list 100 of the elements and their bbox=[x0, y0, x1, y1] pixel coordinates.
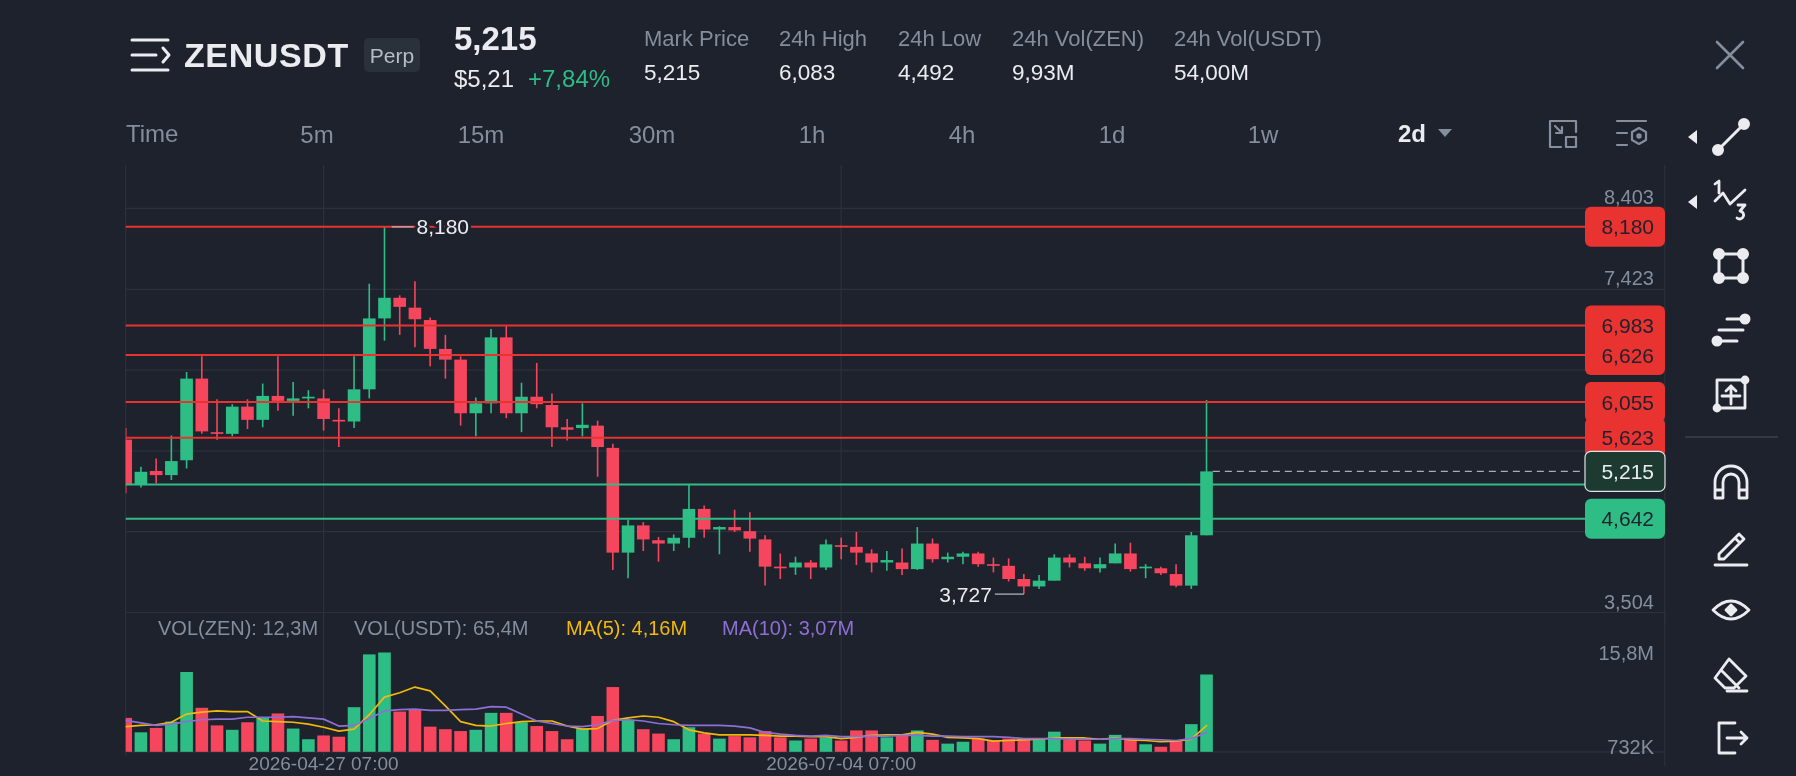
bar bbox=[332, 736, 346, 752]
ref-line-label: 4,642 bbox=[1601, 507, 1654, 531]
bar bbox=[408, 709, 422, 752]
bar bbox=[256, 717, 270, 752]
text: 24h High bbox=[779, 25, 868, 51]
x-tick-label: 2026-04-27 07:00 bbox=[248, 752, 399, 774]
annotation: 3,727 bbox=[939, 582, 992, 606]
bar bbox=[149, 727, 163, 752]
bar bbox=[423, 726, 437, 752]
text: 9,93M bbox=[1012, 59, 1075, 85]
text: +7,84% bbox=[528, 64, 611, 92]
bar bbox=[302, 739, 315, 752]
text: 4h bbox=[948, 120, 976, 148]
bar bbox=[210, 725, 224, 752]
bar bbox=[819, 737, 833, 752]
bar bbox=[241, 722, 254, 752]
bar bbox=[834, 740, 848, 752]
bar bbox=[515, 722, 528, 752]
line-series bbox=[125, 686, 1208, 743]
bar bbox=[1078, 740, 1092, 752]
ref-line-label: 6,626 bbox=[1601, 343, 1654, 367]
bar bbox=[697, 733, 711, 752]
bar bbox=[378, 652, 391, 752]
bar bbox=[773, 737, 787, 752]
text: 24h Vol(ZEN) bbox=[1012, 25, 1145, 51]
text: $5,21 bbox=[454, 64, 515, 92]
text: 1w bbox=[1247, 120, 1279, 148]
bar bbox=[956, 741, 970, 752]
bar bbox=[499, 712, 513, 752]
bar bbox=[652, 733, 665, 752]
bar bbox=[165, 721, 178, 752]
bar bbox=[439, 729, 452, 752]
bar bbox=[971, 738, 985, 752]
bar bbox=[195, 707, 209, 752]
bar bbox=[1093, 743, 1107, 752]
bar bbox=[530, 726, 544, 752]
bar bbox=[484, 712, 498, 752]
bar bbox=[591, 715, 604, 752]
bar bbox=[941, 743, 955, 752]
y-tick-label: 7,423 bbox=[1603, 267, 1654, 290]
bar bbox=[743, 737, 757, 752]
y-tick-label: 15,8M bbox=[1598, 641, 1654, 664]
text: 5,215 bbox=[454, 19, 537, 57]
text: VOL(USDT): 65,4M bbox=[354, 617, 529, 639]
bar bbox=[682, 727, 696, 752]
bar bbox=[850, 730, 863, 752]
text: 54,00M bbox=[1174, 59, 1250, 85]
y-tick-label: 8,403 bbox=[1603, 186, 1654, 209]
bar bbox=[713, 738, 726, 752]
bar bbox=[317, 735, 330, 752]
text: Mark Price bbox=[644, 25, 750, 51]
bar bbox=[1169, 741, 1183, 752]
bar bbox=[1200, 674, 1213, 752]
bar bbox=[1032, 739, 1046, 752]
bar bbox=[1124, 739, 1137, 752]
ref-line-label: 8,180 bbox=[1601, 215, 1654, 239]
bar bbox=[545, 731, 559, 752]
bar bbox=[926, 739, 939, 752]
bar bbox=[1063, 739, 1076, 752]
ref-line-label: 5,215 bbox=[1601, 459, 1654, 483]
bar bbox=[560, 739, 574, 752]
text: 6,083 bbox=[779, 59, 836, 85]
bar bbox=[469, 729, 483, 752]
text: 5m bbox=[300, 120, 334, 148]
bar bbox=[454, 731, 467, 752]
text: 1d bbox=[1098, 120, 1126, 148]
bar bbox=[286, 728, 300, 752]
ref-line-label: 6,055 bbox=[1601, 390, 1654, 414]
text: Time bbox=[126, 119, 179, 147]
text: ZENUSDT bbox=[184, 36, 349, 74]
bar bbox=[621, 719, 635, 752]
bar bbox=[804, 738, 818, 752]
ref-line-label: 5,623 bbox=[1601, 426, 1654, 450]
text: 5,215 bbox=[644, 59, 701, 85]
bar bbox=[180, 671, 193, 752]
line-series bbox=[125, 705, 1208, 742]
text: 1h bbox=[798, 120, 826, 148]
bar bbox=[1154, 746, 1168, 752]
bar bbox=[880, 737, 894, 752]
text: 24h Low bbox=[898, 25, 982, 51]
bar bbox=[606, 687, 620, 752]
bar bbox=[636, 729, 650, 752]
text: VOL(ZEN): 12,3M bbox=[158, 617, 319, 639]
text: 15m bbox=[457, 120, 505, 148]
x-tick-label: 2026-07-04 07:00 bbox=[766, 752, 917, 774]
y-tick-label: 732K bbox=[1607, 736, 1655, 759]
ref-line-label: 6,983 bbox=[1601, 314, 1654, 338]
text: MA(10): 3,07M bbox=[722, 617, 855, 639]
bar bbox=[225, 729, 239, 752]
bar bbox=[576, 728, 589, 752]
text: MA(5): 4,16M bbox=[566, 617, 688, 639]
text: 2d bbox=[1397, 119, 1427, 147]
bar bbox=[1139, 744, 1152, 752]
text: 4,492 bbox=[898, 59, 955, 85]
bar bbox=[362, 654, 376, 752]
bar bbox=[393, 711, 407, 752]
bar bbox=[789, 740, 802, 752]
bar bbox=[728, 736, 741, 752]
text: 30m bbox=[628, 120, 676, 148]
bar bbox=[667, 739, 681, 752]
